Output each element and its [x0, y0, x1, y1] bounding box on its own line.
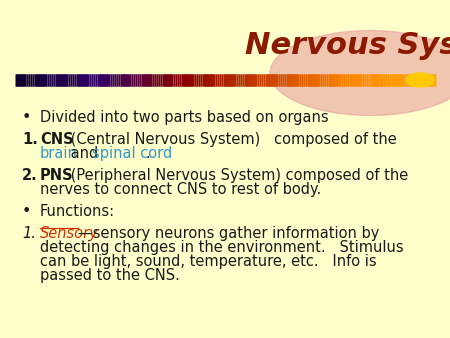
Text: (Central Nervous System)   composed of the: (Central Nervous System) composed of the: [66, 132, 397, 147]
Text: 1.: 1.: [22, 226, 36, 241]
Text: CNS: CNS: [40, 132, 74, 147]
Text: nerves to connect CNS to rest of body.: nerves to connect CNS to rest of body.: [40, 182, 321, 197]
Text: brain: brain: [40, 146, 78, 161]
Text: —sensory neurons gather information by: —sensory neurons gather information by: [78, 226, 379, 241]
Text: 2.: 2.: [22, 168, 38, 183]
Text: •: •: [22, 110, 32, 125]
Text: (Peripheral Nervous System) composed of the: (Peripheral Nervous System) composed of …: [66, 168, 408, 183]
Text: .: .: [145, 146, 150, 161]
Ellipse shape: [270, 30, 450, 116]
Text: •: •: [22, 204, 32, 219]
Text: 1.: 1.: [22, 132, 38, 147]
Text: passed to the CNS.: passed to the CNS.: [40, 268, 180, 283]
Text: Nervous System: Nervous System: [245, 30, 450, 59]
Text: can be light, sound, temperature, etc.   Info is: can be light, sound, temperature, etc. I…: [40, 254, 377, 269]
Text: Functions:: Functions:: [40, 204, 115, 219]
Ellipse shape: [406, 73, 434, 87]
Text: detecting changes in the environment.   Stimulus: detecting changes in the environment. St…: [40, 240, 404, 255]
Text: Sensory: Sensory: [40, 226, 99, 241]
Text: PNS: PNS: [40, 168, 74, 183]
Text: spinal cord: spinal cord: [92, 146, 172, 161]
Text: and: and: [66, 146, 103, 161]
Text: Divided into two parts based on organs: Divided into two parts based on organs: [40, 110, 328, 125]
